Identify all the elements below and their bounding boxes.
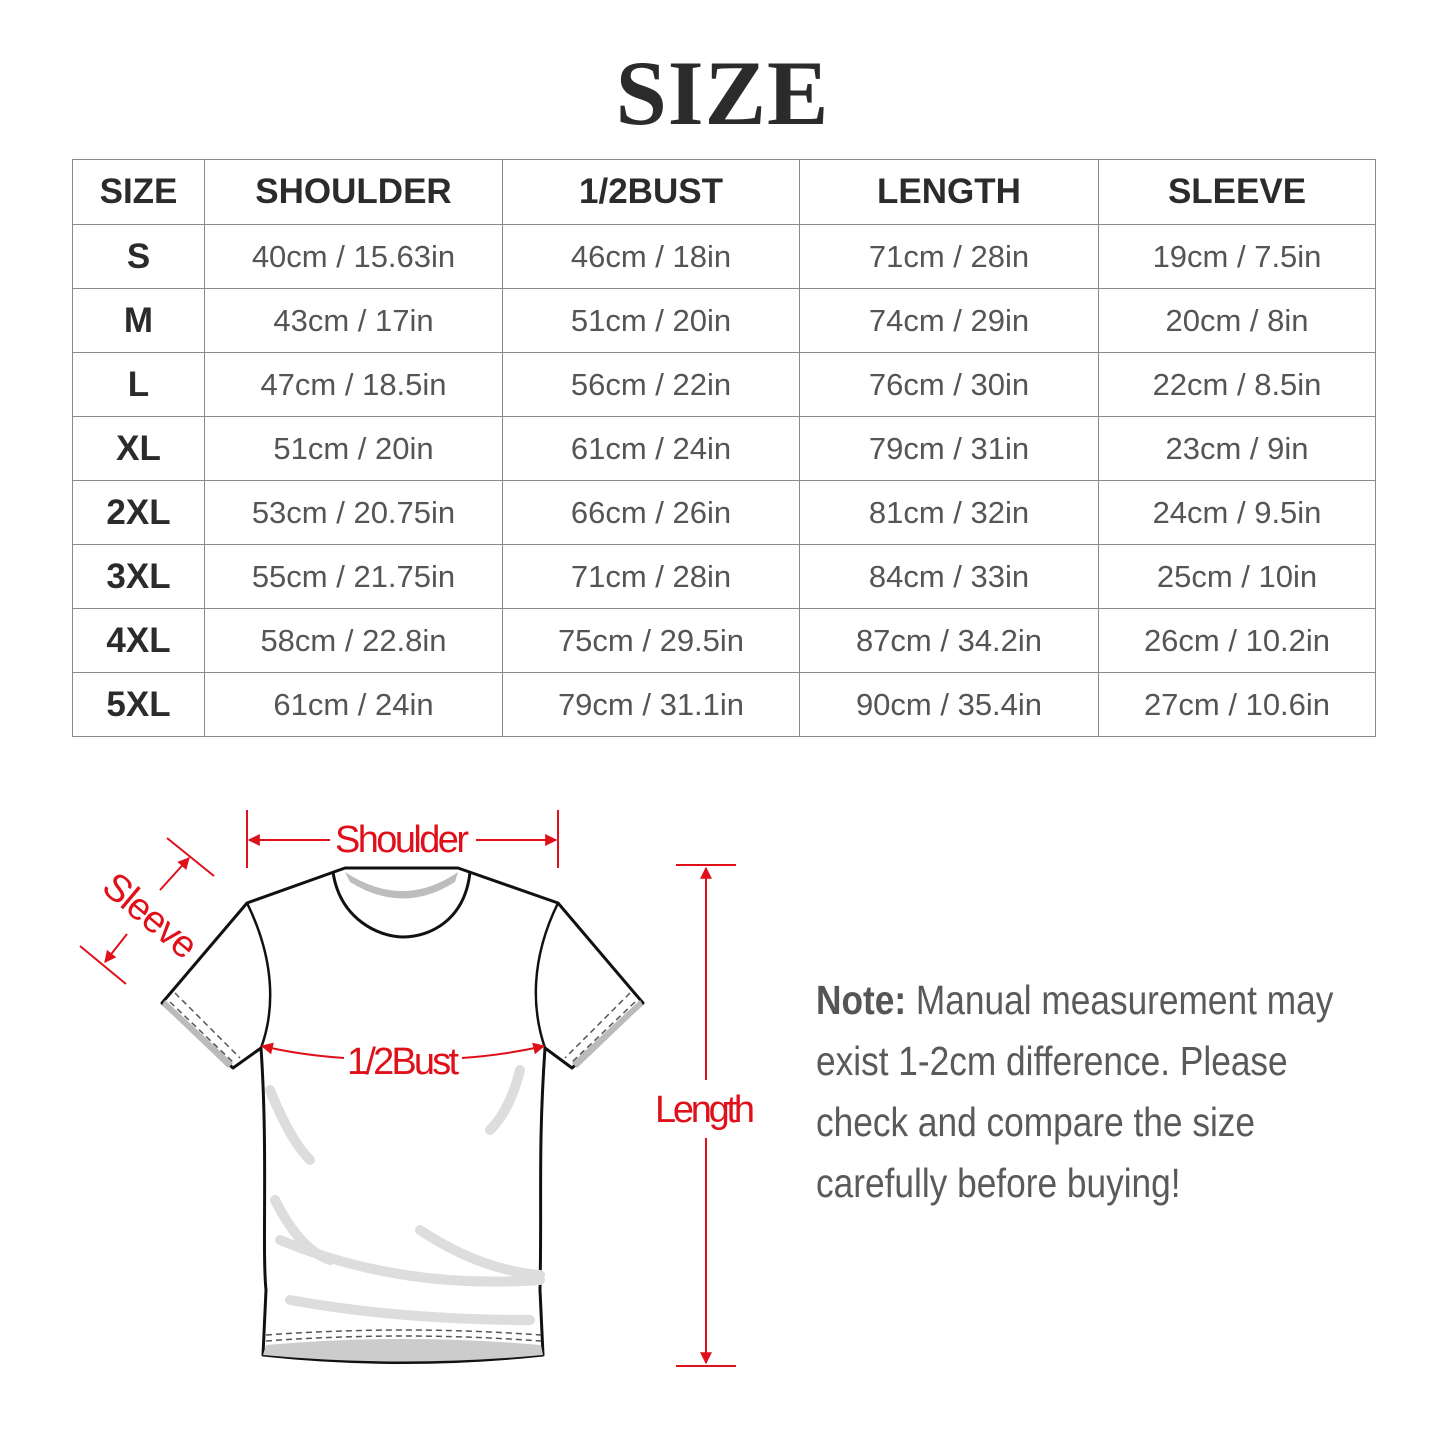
shoulder-measure: Shoulder bbox=[246, 810, 559, 868]
measurement-cell: 40cm / 15.63in bbox=[204, 224, 503, 289]
measurement-cell: 61cm / 24in bbox=[204, 672, 503, 737]
table-header-row: SIZE SHOULDER 1/2BUST LENGTH SLEEVE bbox=[72, 159, 1376, 225]
table-row: 3XL 55cm / 21.75in 71cm / 28in 84cm / 33in 2… bbox=[72, 544, 1376, 609]
measurement-cell: 61cm / 24in bbox=[502, 416, 800, 481]
table-row: M 43cm / 17in 51cm / 20in 74cm / 29in 20cm /… bbox=[72, 288, 1376, 353]
measurement-cell: 81cm / 32in bbox=[799, 480, 1099, 545]
measurement-cell: 79cm / 31in bbox=[799, 416, 1099, 481]
measurement-cell: 56cm / 22in bbox=[502, 352, 800, 417]
measurement-cell: 58cm / 22.8in bbox=[204, 608, 503, 673]
size-cell: L bbox=[72, 352, 205, 417]
size-cell: M bbox=[72, 288, 205, 353]
measurement-cell: 51cm / 20in bbox=[204, 416, 503, 481]
measurement-cell: 79cm / 31.1in bbox=[502, 672, 800, 737]
page-title: SIZE bbox=[615, 42, 830, 144]
size-table: SIZE SHOULDER 1/2BUST LENGTH SLEEVE S 40cm / … bbox=[72, 159, 1376, 737]
measurement-cell: 53cm / 20.75in bbox=[204, 480, 503, 545]
column-header: 1/2BUST bbox=[502, 159, 800, 225]
note-label: Note: bbox=[816, 977, 907, 1023]
measurement-cell: 22cm / 8.5in bbox=[1098, 352, 1376, 417]
measurement-cell: 26cm / 10.2in bbox=[1098, 608, 1376, 673]
size-cell: 2XL bbox=[72, 480, 205, 545]
length-label: Length bbox=[655, 1089, 755, 1131]
measurement-cell: 47cm / 18.5in bbox=[204, 352, 503, 417]
measurement-cell: 43cm / 17in bbox=[204, 288, 503, 353]
table-row: 2XL 53cm / 20.75in 66cm / 26in 81cm / 32in 2… bbox=[72, 480, 1376, 545]
measurement-cell: 75cm / 29.5in bbox=[502, 608, 800, 673]
size-cell: 4XL bbox=[72, 608, 205, 673]
column-header: SIZE bbox=[72, 159, 205, 225]
size-cell: 5XL bbox=[72, 672, 205, 737]
table-row: 5XL 61cm / 24in 79cm / 31.1in 90cm / 35.4in… bbox=[72, 672, 1376, 737]
length-measure: Length bbox=[655, 864, 755, 1367]
measurement-cell: 46cm / 18in bbox=[502, 224, 800, 289]
measurement-cell: 71cm / 28in bbox=[502, 544, 800, 609]
measurement-cell: 27cm / 10.6in bbox=[1098, 672, 1376, 737]
size-cell: 3XL bbox=[72, 544, 205, 609]
shoulder-label: Shoulder bbox=[335, 819, 469, 861]
measurement-cell: 25cm / 10in bbox=[1098, 544, 1376, 609]
table-row: XL 51cm / 20in 61cm / 24in 79cm / 31in 23cm … bbox=[72, 416, 1376, 481]
measurement-cell: 24cm / 9.5in bbox=[1098, 480, 1376, 545]
table-row: L 47cm / 18.5in 56cm / 22in 76cm / 30in 22cm… bbox=[72, 352, 1376, 417]
t-shirt-icon bbox=[160, 866, 645, 1364]
sleeve-label: Sleeve bbox=[94, 865, 205, 968]
column-header: SLEEVE bbox=[1098, 159, 1376, 225]
measurement-cell: 51cm / 20in bbox=[502, 288, 800, 353]
measurement-cell: 90cm / 35.4in bbox=[799, 672, 1099, 737]
measurement-cell: 66cm / 26in bbox=[502, 480, 800, 545]
measurement-cell: 76cm / 30in bbox=[799, 352, 1099, 417]
bust-measure: 1/2Bust bbox=[260, 1041, 546, 1083]
measurement-cell: 20cm / 8in bbox=[1098, 288, 1376, 353]
note-body: Manual measurement may exist 1-2cm diffe… bbox=[816, 977, 1334, 1206]
table-row: S 40cm / 15.63in 46cm / 18in 71cm / 28in 19c… bbox=[72, 224, 1376, 289]
bust-label: 1/2Bust bbox=[347, 1041, 459, 1083]
size-cell: S bbox=[72, 224, 205, 289]
measurement-cell: 23cm / 9in bbox=[1098, 416, 1376, 481]
note-text: Note: Manual measurement may exist 1-2cm… bbox=[816, 970, 1358, 1214]
measurement-cell: 84cm / 33in bbox=[799, 544, 1099, 609]
measurement-cell: 19cm / 7.5in bbox=[1098, 224, 1376, 289]
sleeve-measure: Sleeve bbox=[79, 837, 215, 985]
measurement-cell: 55cm / 21.75in bbox=[204, 544, 503, 609]
measurement-cell: 74cm / 29in bbox=[799, 288, 1099, 353]
column-header: LENGTH bbox=[799, 159, 1099, 225]
